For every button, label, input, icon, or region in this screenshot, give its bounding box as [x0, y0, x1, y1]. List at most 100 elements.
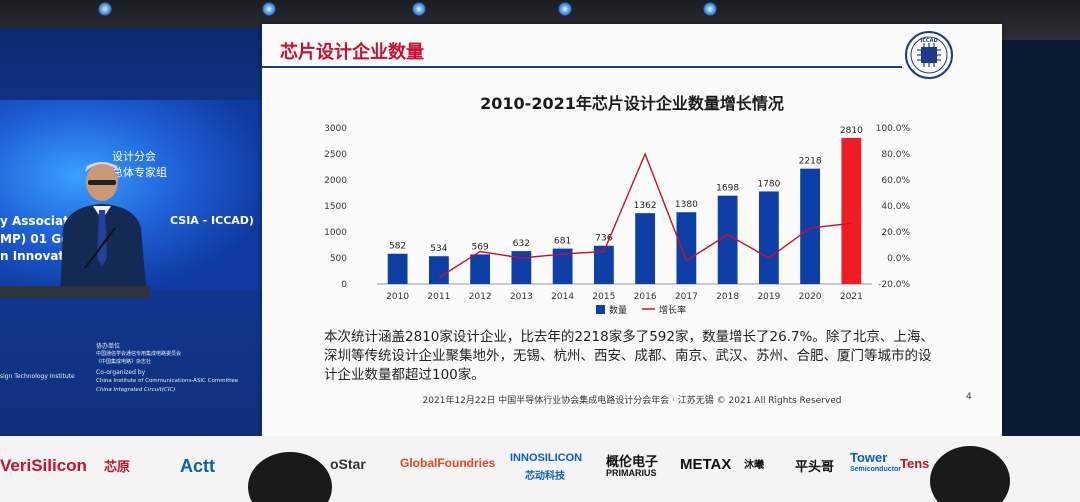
bar-value-label: 1380 [675, 200, 698, 210]
y-tick-label: 3000 [324, 124, 347, 134]
bar [635, 213, 656, 284]
bar-value-label: 1698 [716, 184, 739, 194]
bar [593, 245, 614, 284]
sponsor-logo: Tower [850, 450, 888, 465]
sponsor-logo: 芯原 [104, 459, 131, 474]
ceiling-light [262, 2, 276, 16]
presentation-slide: 芯片设计企业数量 ICCAD 2010-2021年芯片设计企业数量增长情况 0 5… [262, 24, 1002, 436]
ceiling-light [412, 2, 426, 16]
sponsor-logo: 沐曦 [744, 460, 764, 471]
title-divider [262, 66, 902, 68]
sponsor-logo: 概伦电子 [606, 454, 659, 469]
co-cn: 《中国集成电路》杂志社 [96, 359, 152, 365]
bar-value-label: 582 [389, 242, 406, 252]
bar-value-label: 2218 [799, 157, 822, 167]
iccad-logo-icon: ICCAD [905, 31, 953, 79]
sponsor-logo: 平头哥 [795, 459, 835, 474]
x-tick-label: 2016 [634, 292, 657, 302]
x-tick-label: 2015 [592, 292, 615, 302]
y-tick-label: 500 [330, 254, 347, 264]
bar [841, 137, 862, 284]
bar [676, 212, 697, 284]
slide-body-text: 本次统计涵盖2810家设计企业，比去年的2218家多了592家，数量增长了26.… [324, 329, 934, 383]
y2-tick-label: 60.0% [881, 176, 910, 186]
bar-value-label: 1780 [757, 179, 780, 189]
x-tick-label: 2017 [675, 292, 698, 302]
logo-text: ICCAD [920, 38, 937, 44]
x-tick-label: 2014 [551, 292, 574, 302]
y-tick-label: 1000 [324, 228, 347, 238]
chart-title: 2010-2021年芯片设计企业数量增长情况 [480, 94, 784, 113]
ceiling-light [703, 2, 717, 16]
audience-head [930, 446, 1010, 502]
x-tick-label: 2011 [427, 292, 450, 302]
co-cn: 中国通信学会通信专用集成电路委员会 [96, 351, 182, 357]
sponsor-logo: GlobalFoundries [400, 456, 496, 470]
y2-tick-label: 40.0% [881, 202, 910, 212]
left-partial: sign Technology Institute [0, 373, 75, 380]
sponsor-logo: 芯动科技 [525, 471, 565, 482]
bar-value-label: 2810 [840, 126, 863, 136]
bar [428, 256, 449, 284]
y-tick-label: 2000 [324, 176, 347, 186]
y-tick-label: 2500 [324, 150, 347, 160]
y2-tick-label: -20.0% [878, 280, 910, 290]
x-tick-label: 2010 [386, 292, 409, 302]
speaker-figure [60, 162, 147, 298]
ceiling-light [558, 2, 572, 16]
bar-value-label: 681 [554, 237, 571, 247]
left-screen-line: n Innovati [0, 249, 69, 263]
enterprise-count-chart: 0 500 1000 1500 2000 2500 3000 -20.0% 0.0% 20.0% 4… [324, 124, 911, 316]
bar-value-label: 534 [430, 244, 447, 254]
left-screen-line: MP) 01 Ger [0, 232, 76, 246]
bar [800, 168, 821, 284]
slide-title: 芯片设计企业数量 [280, 42, 424, 63]
co-label: 协办单位 [96, 343, 121, 350]
ceiling-light [98, 2, 112, 16]
bar [470, 254, 491, 284]
y2-tick-label: 100.0% [876, 124, 911, 134]
y-tick-label: 1500 [324, 202, 347, 212]
bar-value-label: 569 [472, 242, 489, 252]
sponsor-logo: oStar [330, 456, 366, 472]
legend-bar-label: 数量 [609, 304, 627, 316]
bar [758, 191, 779, 284]
sponsor-banner: VeriSilicon 芯原 Actt oStar GlobalFoundrie… [0, 436, 1080, 502]
growth-rate-line [438, 152, 852, 279]
page-number: 4 [966, 392, 972, 402]
left-screen-line: 设计分会 [112, 150, 156, 163]
bar [387, 253, 408, 284]
y2-tick-label: 20.0% [881, 228, 910, 238]
bar [552, 248, 573, 284]
podium [0, 286, 150, 298]
co-en: China Institute of Communications-ASIC C… [96, 378, 239, 384]
co-en: China Integrated Circuit(CIC) [96, 387, 176, 393]
co-en-label: Co-organized by [96, 369, 146, 376]
sponsor-logo: VeriSilicon [0, 456, 87, 475]
audience-head [248, 452, 332, 502]
x-tick-label: 2019 [757, 292, 780, 302]
y2-tick-label: 0.0% [887, 254, 910, 264]
sponsor-logo: Actt [180, 456, 215, 476]
slide-footer: 2021年12月22日 中国半导体行业协会集成电路设计分会年会 · 江苏无锡 ©… [422, 396, 842, 406]
sponsor-logo: Semiconductor [850, 466, 901, 473]
y-tick-label: 0 [341, 280, 347, 290]
legend-bar-swatch [596, 305, 605, 314]
bar-value-label: 736 [595, 234, 612, 244]
x-tick-label: 2013 [510, 292, 533, 302]
sponsor-logo: Tens [900, 456, 930, 471]
x-tick-label: 2020 [799, 292, 822, 302]
left-screen-line: 总体专家组 [112, 166, 167, 179]
x-tick-label: 2012 [469, 292, 492, 302]
x-tick-label: 2021 [840, 292, 863, 302]
bar-value-label: 1362 [634, 201, 657, 211]
chart-legend: 数量 增长率 [596, 304, 686, 316]
bar [511, 251, 532, 284]
sponsor-logo: INNOSILICON [510, 452, 583, 464]
bar-value-label: 632 [513, 239, 530, 249]
sponsor-logo: METAX [680, 456, 732, 473]
sponsor-logo: PRIMARIUS [606, 468, 657, 478]
left-screen-line: y Associatio [0, 214, 82, 228]
legend-line-label: 增长率 [659, 304, 686, 316]
